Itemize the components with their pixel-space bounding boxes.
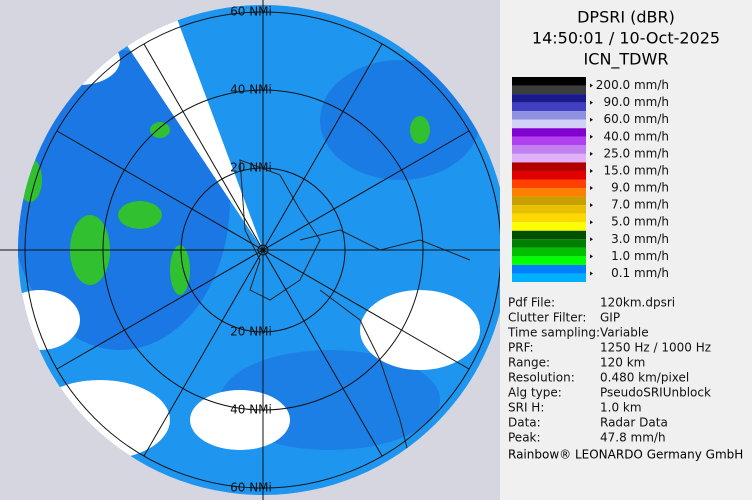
info-value: 1.0 km	[600, 401, 642, 415]
legend-swatch	[512, 153, 586, 163]
echo-green	[118, 201, 162, 229]
legend-pointer	[590, 151, 593, 156]
legend-pointer	[590, 254, 593, 259]
echo-green	[150, 122, 170, 138]
legend-swatch	[512, 170, 586, 180]
info-value: GIP	[600, 311, 620, 325]
legend-swatch	[512, 273, 586, 282]
ring-label: 20 NMi	[230, 161, 272, 175]
info-key: Resolution:	[508, 371, 575, 385]
legend-swatch	[512, 136, 586, 146]
legend-swatch	[512, 128, 586, 137]
coastline	[239, 159, 321, 301]
legend-label: 40.0 mm/h	[603, 129, 669, 143]
legend-label: 25.0 mm/h	[603, 146, 669, 160]
info-value: 47.8 mm/h	[600, 431, 666, 445]
legend-label: 3.0 mm/h	[611, 232, 669, 246]
legend-pointer	[590, 168, 593, 173]
radar-site	[257, 244, 269, 256]
title: DPSRI (dBR)	[577, 8, 675, 27]
legend-pointer	[590, 220, 593, 225]
no-echo	[190, 390, 290, 450]
legend-pointer	[590, 100, 593, 105]
info-value: 120km.dpsri	[600, 296, 675, 310]
legend-swatch	[512, 239, 586, 248]
legend-label: 9.0 mm/h	[611, 181, 669, 195]
legend-pointer	[590, 134, 593, 139]
info-key: Range:	[508, 356, 550, 370]
info-key: Time sampling:	[507, 326, 600, 340]
ring-label: 60 NMi	[230, 481, 272, 495]
info-table: Pdf File: 120km.dpsri Clutter Filter: GIPTi…	[507, 296, 711, 445]
legend-swatch	[512, 222, 586, 231]
echo-patch	[320, 60, 480, 180]
legend-label: 0.1 mm/h	[611, 266, 669, 280]
legend-swatch	[512, 205, 586, 214]
legend-swatch	[512, 145, 586, 154]
legend-pointer	[590, 237, 593, 242]
ring-label: 20 NMi	[230, 325, 272, 339]
info-value: 1250 Hz / 1000 Hz	[600, 341, 711, 355]
no-echo	[360, 290, 480, 370]
legend-label: 7.0 mm/h	[611, 198, 669, 212]
legend-swatch	[512, 77, 586, 86]
info-value: 120 km	[600, 356, 645, 370]
ring-label: 40 NMi	[230, 83, 272, 97]
legend-swatch	[512, 230, 586, 240]
site: ICN_TDWR	[584, 50, 669, 70]
info-value: 0.480 km/pixel	[600, 371, 689, 385]
info-key: SRI H:	[508, 401, 544, 415]
legend-swatch	[512, 102, 586, 112]
info-value: Radar Data	[600, 416, 668, 430]
legend-swatch	[512, 179, 586, 189]
timestamp: 14:50:01 / 10-Oct-2025	[532, 29, 720, 48]
legend-swatch	[512, 188, 586, 197]
legend-swatch	[512, 247, 586, 257]
legend-swatch	[512, 256, 586, 265]
legend-swatch	[512, 213, 586, 223]
ring-label: 60 NMi	[230, 5, 272, 19]
legend-label: 15.0 mm/h	[603, 163, 669, 177]
info-key: Data:	[508, 416, 541, 430]
legend-label: 200.0 mm/h	[596, 78, 669, 92]
info-value: PseudoSRIUnblock	[600, 386, 711, 400]
legend-pointer	[590, 186, 593, 191]
legend-label: 1.0 mm/h	[611, 249, 669, 263]
echo-green	[410, 116, 430, 144]
legend-swatch	[512, 196, 586, 206]
info-value: Variable	[600, 326, 649, 340]
legend-label: 90.0 mm/h	[603, 95, 669, 109]
legend-swatch	[512, 119, 586, 129]
legend-label: 5.0 mm/h	[611, 215, 669, 229]
legend-pointer	[590, 203, 593, 208]
legend-swatch	[512, 85, 586, 95]
legend: 200.0 mm/h 90.0 mm/h 60.0 mm/h 40.0 mm/h 25.…	[512, 77, 669, 282]
legend-swatch	[512, 111, 586, 120]
legend-swatch	[512, 264, 586, 274]
info-key: PRF:	[508, 341, 534, 355]
legend-label: 60.0 mm/h	[603, 112, 669, 126]
blocked-sector	[110, 5, 263, 250]
legend-swatch	[512, 162, 586, 171]
info-key: Clutter Filter:	[508, 311, 586, 325]
footer: Rainbow® LEONARDO Germany GmbH	[508, 448, 743, 462]
legend-pointer	[590, 271, 593, 276]
info-key: Peak:	[508, 431, 541, 445]
azimuth-line	[56, 130, 470, 370]
ring-label: 40 NMi	[230, 403, 272, 417]
info-key: Pdf File:	[508, 296, 555, 310]
info-key: Alg type:	[508, 386, 562, 400]
legend-pointer	[590, 83, 593, 88]
echo-green	[170, 245, 190, 295]
ring-labels: 60 NMi 40 NMi 20 NMi 20 NMi 40 NMi 60 NMi	[230, 5, 272, 495]
legend-swatch	[512, 94, 586, 103]
legend-pointer	[590, 117, 593, 122]
